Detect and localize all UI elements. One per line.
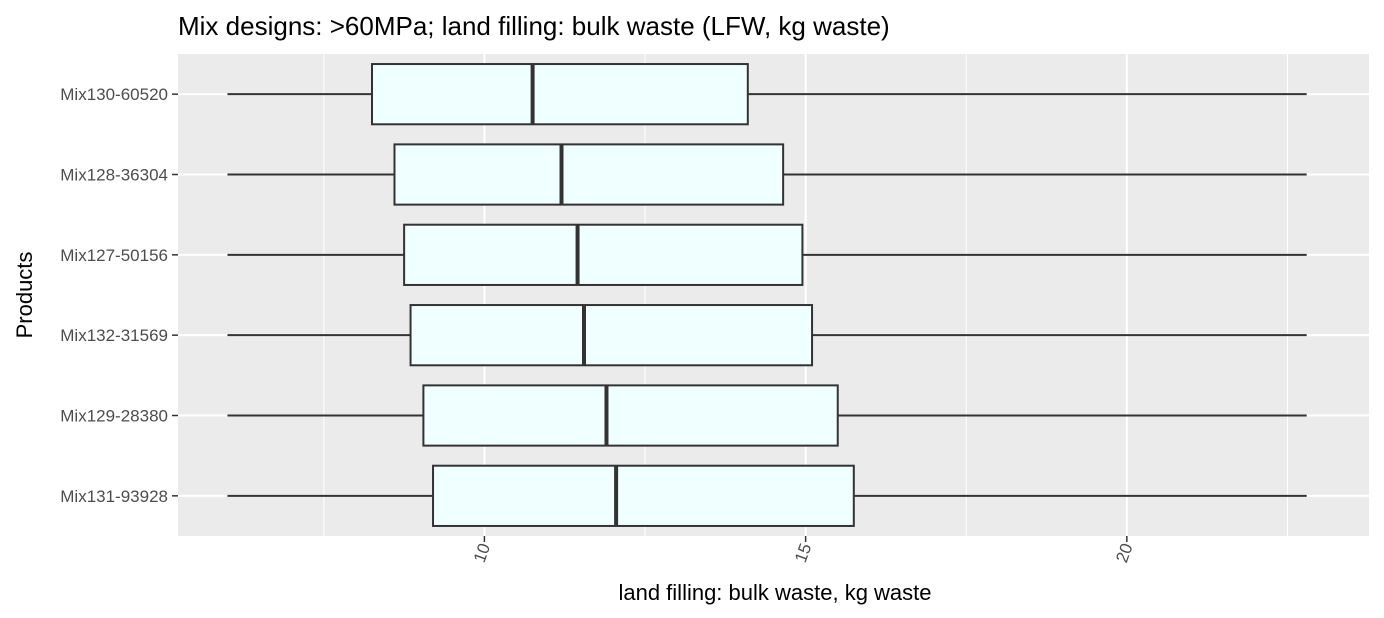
box-Mix132-31569 bbox=[227, 304, 1307, 367]
y-axis-title: Products bbox=[12, 252, 37, 339]
box-iqr bbox=[393, 143, 785, 206]
box-Mix127-50156 bbox=[227, 223, 1307, 286]
plot-panel bbox=[178, 54, 1369, 536]
y-tick-label: Mix131-93928 bbox=[60, 487, 168, 506]
box-Mix130-60520 bbox=[227, 63, 1307, 126]
y-tick-label: Mix127-50156 bbox=[60, 246, 168, 265]
x-tick-label: 20 bbox=[1112, 541, 1136, 565]
box-Mix131-93928 bbox=[227, 464, 1307, 527]
chart-title: Mix designs: >60MPa; land filling: bulk … bbox=[178, 11, 890, 41]
x-tick-label: 15 bbox=[791, 541, 815, 565]
y-axis: Mix130-60520 Mix128-36304 Mix127-50156 Mix1… bbox=[60, 85, 178, 506]
box-Mix129-28380 bbox=[227, 384, 1307, 447]
box-iqr bbox=[371, 63, 749, 126]
y-tick-label: Mix129-28380 bbox=[60, 407, 168, 426]
box-iqr bbox=[409, 304, 814, 367]
box-iqr bbox=[403, 223, 804, 286]
x-tick-label: 10 bbox=[470, 541, 494, 565]
x-axis: 10 15 20 bbox=[470, 536, 1137, 565]
box-iqr bbox=[422, 384, 839, 447]
y-tick-label: Mix128-36304 bbox=[60, 166, 168, 185]
y-tick-label: Mix132-31569 bbox=[60, 326, 168, 345]
box-Mix128-36304 bbox=[227, 143, 1307, 206]
x-axis-title: land filling: bulk waste, kg waste bbox=[618, 580, 931, 605]
y-tick-label: Mix130-60520 bbox=[60, 85, 168, 104]
box-iqr bbox=[432, 464, 855, 527]
boxes bbox=[227, 63, 1307, 527]
